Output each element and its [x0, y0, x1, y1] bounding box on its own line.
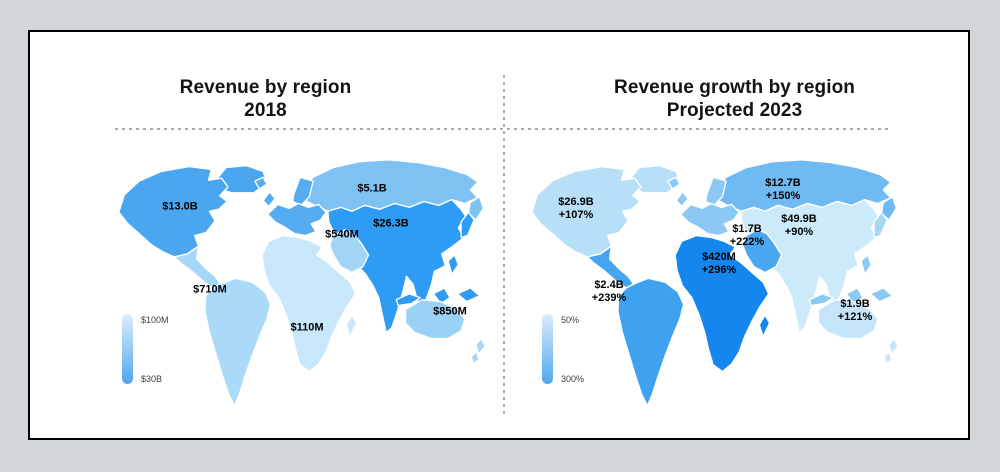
map-label-middle-east: $1.7B +222% [729, 223, 765, 248]
region-africa [261, 234, 357, 373]
map-label-africa: $420M +296% [701, 251, 737, 276]
region-madagascar [758, 314, 771, 338]
region-japan [873, 211, 888, 239]
region-kamchatka [467, 196, 484, 221]
region-japan [460, 211, 475, 239]
region-europe-mainland [680, 202, 740, 237]
region-borneo [432, 287, 451, 305]
legend-bottom-label: $30B [141, 374, 163, 384]
map-label-south-america: $2.4B +239% [591, 279, 627, 304]
region-new-zealand-north [888, 337, 899, 355]
region-scandinavia [705, 176, 727, 207]
region-new-zealand-south [883, 351, 893, 365]
region-middle-east [742, 229, 783, 274]
region-asia [327, 198, 467, 334]
region-borneo [845, 287, 864, 305]
map-label-russia: $12.7B +150% [765, 177, 801, 202]
region-kamchatka [880, 196, 897, 221]
map-label-russia: $5.1B [357, 182, 387, 195]
region-philippines [447, 254, 459, 276]
left-title-line1: Revenue by region [179, 77, 352, 98]
infographic-card: Revenue by region 2018 Revenue growth by… [28, 30, 970, 440]
right-title-line1: Revenue growth by region [614, 77, 855, 98]
region-north-america [118, 165, 229, 258]
left-panel-title: Revenue by region 2018 [30, 76, 501, 122]
map-label-africa: $110M [290, 321, 324, 334]
region-south-america [617, 277, 685, 407]
region-sumatra [808, 293, 835, 307]
region-australia [817, 298, 879, 340]
region-mexico-central-america [586, 245, 635, 289]
region-australia [404, 298, 466, 340]
map-label-south-america: $710M [193, 283, 227, 296]
legend-growth-scale: 50% 300% [542, 314, 622, 389]
right-panel-title: Revenue growth by region Projected 2023 [499, 76, 970, 122]
legend-bottom-label: 300% [561, 374, 585, 384]
map-label-australia: $850M [433, 305, 467, 318]
panel-divider-line [503, 75, 505, 417]
left-title-line2: 2018 [244, 100, 287, 121]
region-sumatra [395, 293, 422, 307]
region-new-guinea [869, 287, 894, 303]
region-new-guinea [456, 287, 481, 303]
region-middle-east [329, 229, 370, 274]
region-united-kingdom [675, 191, 689, 208]
legend-revenue-scale: $100M $30B [122, 314, 202, 389]
region-africa [674, 234, 770, 373]
map-label-north-america: $26.9B +107% [558, 196, 594, 221]
world-map-growth-2023 [531, 159, 899, 407]
region-iceland [254, 176, 268, 190]
region-new-zealand-north [475, 337, 486, 355]
legend-top-label: 50% [561, 315, 580, 325]
header-divider-line [115, 128, 890, 130]
region-madagascar [345, 314, 358, 338]
map-label-middle-east: $540M [325, 228, 359, 241]
region-philippines [860, 254, 872, 276]
legend-gradient-bar [122, 314, 133, 384]
region-south-america [204, 277, 272, 407]
legend-gradient-bar [542, 314, 553, 384]
region-asia [740, 198, 880, 334]
region-united-kingdom [262, 191, 276, 208]
map-label-australia: $1.9B +121% [837, 298, 873, 323]
world-map-revenue-2018 [118, 159, 486, 407]
region-iceland [667, 176, 681, 190]
right-title-line2: Projected 2023 [666, 100, 803, 121]
legend-top-label: $100M [141, 315, 169, 325]
region-scandinavia [292, 176, 314, 207]
region-north-america [531, 165, 642, 258]
region-europe-mainland [267, 202, 327, 237]
region-mexico-central-america [173, 245, 222, 289]
map-label-north-america: $13.0B [162, 200, 198, 213]
map-label-asia: $26.3B [373, 217, 409, 230]
map-label-asia: $49.9B +90% [781, 213, 817, 238]
region-new-zealand-south [470, 351, 480, 365]
